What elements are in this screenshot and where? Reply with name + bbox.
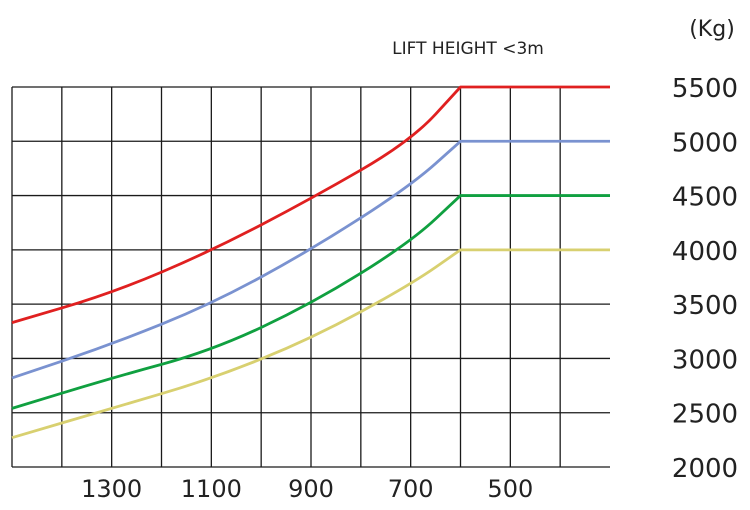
y-tick-label: 4000 (672, 237, 738, 267)
y-tick-label: 2500 (672, 400, 738, 430)
x-tick-labels: 1300 1100 900 700 500 (81, 475, 533, 503)
series-line-1 (11, 85, 610, 324)
y-tick-label: 2000 (672, 454, 738, 484)
series-line-3 (11, 194, 610, 410)
x-tick-label: 500 (487, 475, 533, 503)
y-tick-label: 5000 (672, 128, 738, 158)
x-tick-label: 700 (388, 475, 434, 503)
y-tick-label: 5500 (672, 74, 738, 104)
x-tick-label: 1100 (181, 475, 242, 503)
series-line-2 (11, 139, 610, 380)
y-tick-label: 3000 (672, 345, 738, 375)
y-tick-labels: 5500 5000 4500 4000 3500 3000 2500 2000 (672, 74, 738, 484)
unit-label: (Kg) (689, 17, 735, 42)
y-tick-label: 4500 (672, 183, 738, 213)
y-tick-label: 3500 (672, 291, 738, 321)
x-tick-label: 900 (288, 475, 334, 503)
x-tick-label: 1300 (81, 475, 142, 503)
series-line-4 (11, 248, 610, 440)
chart-title: LIFT HEIGHT <3m (392, 39, 544, 59)
series-group (11, 85, 610, 440)
